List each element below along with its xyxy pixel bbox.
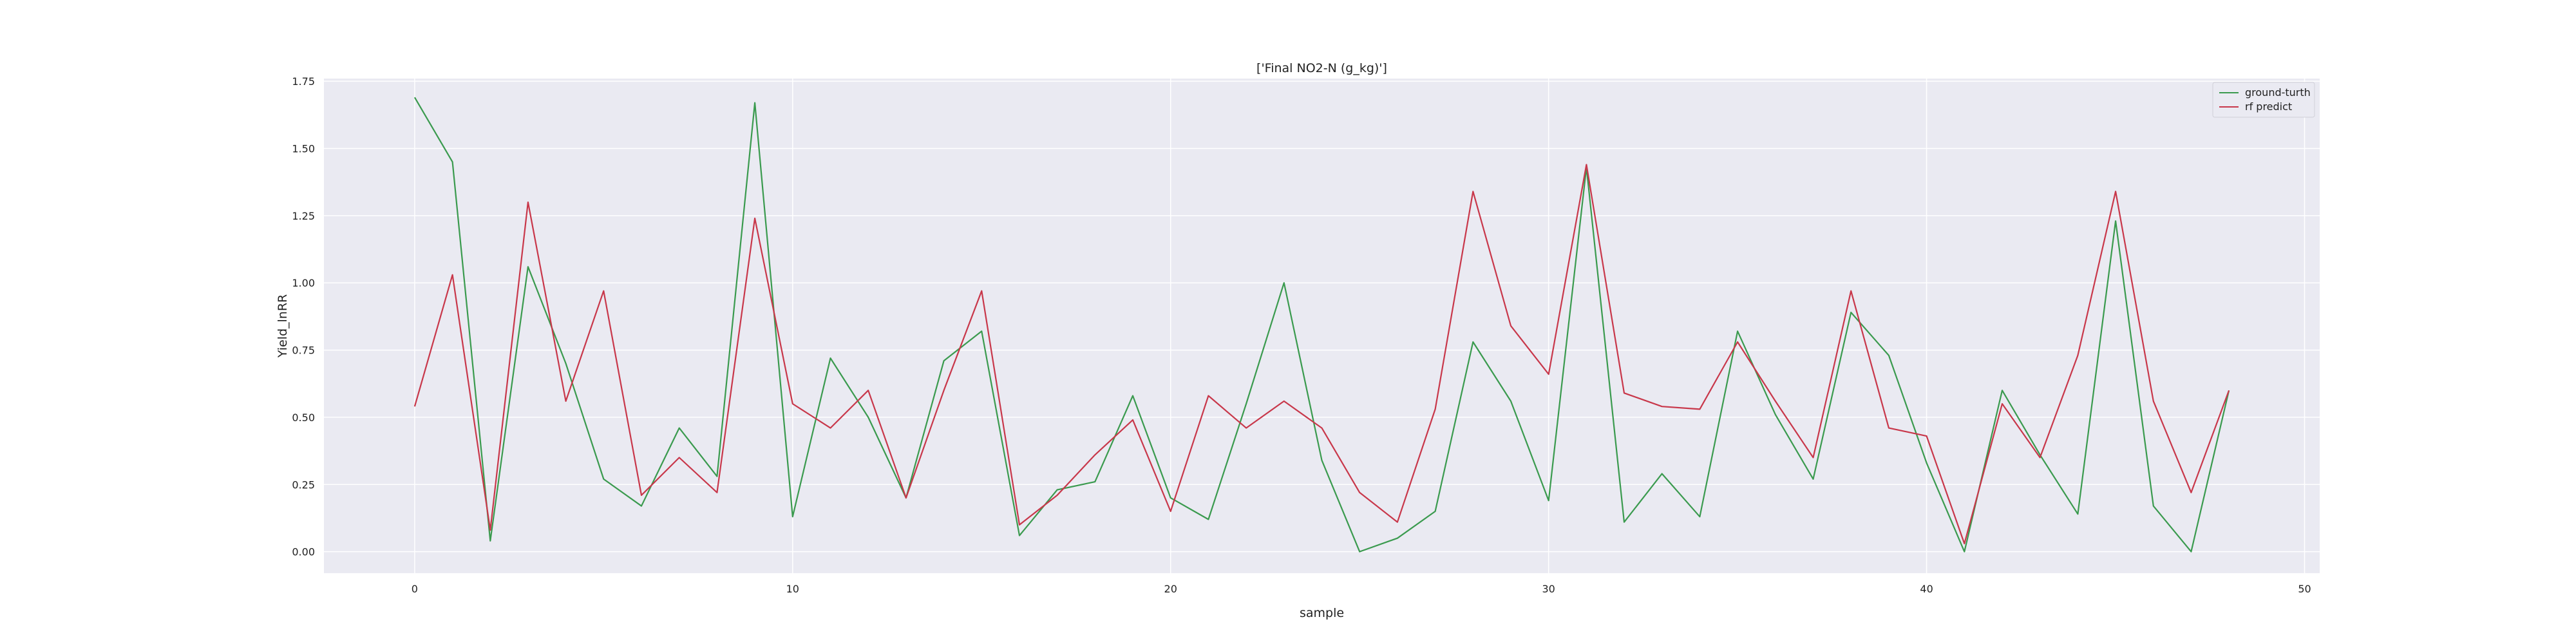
plot-area	[324, 79, 2320, 573]
y-tick-label: 1.00	[292, 277, 315, 289]
y-axis-label: Yield_lnRR	[276, 294, 290, 358]
tick-labels: 0.00 0.25 0.50 0.75 1.00 1.25 1.50 1.75 0 10 20 30 4…	[292, 75, 2311, 595]
y-tick-label: 0.25	[292, 478, 315, 491]
y-tick-label: 1.75	[292, 75, 315, 88]
legend: ground-turth rf predict	[2212, 82, 2315, 118]
legend-box	[2212, 82, 2315, 118]
y-tick-label: 0.75	[292, 345, 315, 357]
y-tick-label: 0.00	[292, 546, 315, 558]
x-tick-label: 30	[1542, 583, 1555, 595]
series-layer	[413, 97, 2230, 553]
x-tick-label: 10	[786, 583, 799, 595]
y-tick-label: 1.25	[292, 210, 315, 222]
x-axis-label: sample	[1300, 606, 1344, 620]
x-tick-label: 50	[2298, 583, 2311, 595]
x-tick-label: 0	[412, 583, 418, 595]
y-tick-label: 0.50	[292, 412, 315, 424]
x-tick-label: 20	[1164, 583, 1177, 595]
legend-label-ground-turth: ground-turth	[2245, 86, 2311, 99]
x-tick-label: 40	[1920, 583, 1933, 595]
series-line-ground-turth	[413, 97, 2230, 553]
grid-lines	[324, 79, 2320, 573]
y-tick-label: 1.50	[292, 143, 315, 155]
legend-label-rf-predict: rf predict	[2245, 100, 2292, 113]
series-line-rf-predict	[413, 164, 2230, 545]
chart-title: ['Final NO2-N (g_kg)']	[1256, 61, 1387, 75]
